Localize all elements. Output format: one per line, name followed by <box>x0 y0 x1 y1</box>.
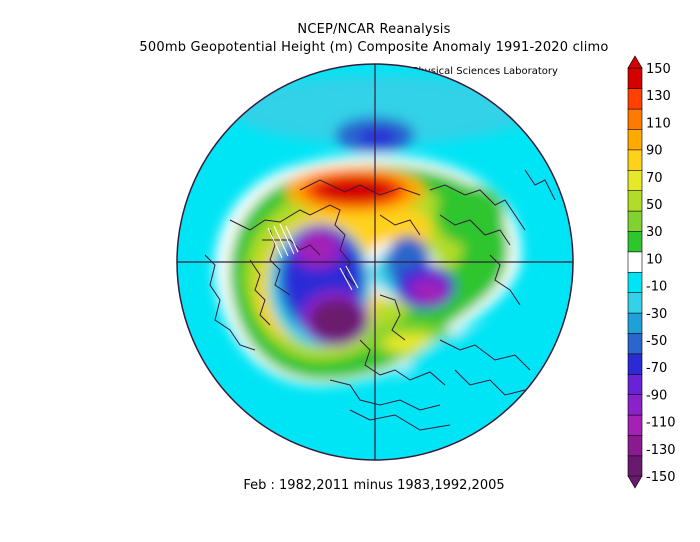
colorbar-box <box>627 271 643 294</box>
ice-hatching <box>267 223 359 291</box>
field-region <box>310 299 364 341</box>
field-region <box>435 185 505 245</box>
colorbar-tick-label: 130 <box>646 89 671 104</box>
coastlines <box>204 169 556 431</box>
colorbar-tick-label: -30 <box>646 307 667 322</box>
colorbar-box <box>627 434 643 457</box>
colorbar-box <box>627 128 643 151</box>
colorbar-tick-label: 50 <box>646 198 663 213</box>
colorbar-box <box>627 353 643 375</box>
colorbar-box <box>627 108 643 130</box>
colorbar-tick-label: 30 <box>646 225 663 240</box>
colorbar-box <box>627 373 643 396</box>
coastline <box>524 169 556 201</box>
colorbar-tick-label: -50 <box>646 334 667 349</box>
coastline <box>439 339 531 371</box>
colorbar-tick-label: -110 <box>646 416 676 431</box>
coastline <box>299 179 421 196</box>
colorbar-box <box>627 210 643 232</box>
anomaly-field <box>177 64 573 460</box>
coastline <box>454 369 526 396</box>
colorbar-tick-label: -150 <box>646 470 676 485</box>
hatch <box>339 265 359 291</box>
colorbar-tick-label: 10 <box>646 252 663 267</box>
colorbar-box <box>627 455 643 477</box>
colorbar-boxes <box>627 55 643 489</box>
colorbar-box <box>627 230 643 253</box>
coastline <box>359 339 446 386</box>
colorbar-box <box>627 332 643 355</box>
colorbar-max-arrow <box>627 55 643 69</box>
coastline <box>379 214 421 236</box>
coastline <box>329 379 441 411</box>
colorbar-box <box>627 149 643 171</box>
coastline <box>204 254 256 351</box>
colorbar-box <box>627 312 643 334</box>
polar-map <box>176 63 574 461</box>
colorbar-tick-label: 90 <box>646 144 663 159</box>
colorbar-box <box>627 292 643 314</box>
composite-caption: Feb : 1982,2011 minus 1983,1992,2005 <box>243 478 505 493</box>
coastline <box>229 204 356 286</box>
chart-title-line1: NCEP/NCAR Reanalysis <box>297 22 451 37</box>
field-region <box>232 75 532 145</box>
coastline <box>349 409 451 431</box>
colorbar-box <box>627 88 643 110</box>
coastline <box>429 184 526 231</box>
map-boundary <box>176 63 574 461</box>
field-region <box>358 128 398 146</box>
coastline <box>439 214 511 246</box>
hatch <box>267 223 299 259</box>
colorbar-tick-label: 150 <box>646 62 671 77</box>
colorbar-tick-label: -90 <box>646 388 667 403</box>
field-region <box>302 233 334 261</box>
colorbar-box <box>627 394 643 416</box>
colorbar-box <box>627 414 643 436</box>
colorbar-tick-label: 110 <box>646 116 671 131</box>
colorbar-box <box>627 251 643 273</box>
colorbar-box <box>627 67 643 90</box>
chart-title-line2: 500mb Geopotential Height (m) Composite … <box>139 40 609 55</box>
colorbar-box <box>627 190 643 212</box>
colorbar-box <box>627 169 643 192</box>
colorbar-tick-label: -70 <box>646 361 667 376</box>
coastline <box>269 229 291 296</box>
colorbar-tick-label: -10 <box>646 280 667 295</box>
coastline <box>249 259 271 326</box>
colorbar-tick-label: 70 <box>646 171 663 186</box>
colorbar-min-arrow <box>627 475 643 489</box>
colorbar-labels: 150 130 110 90 70 50 30 10 -10 -30 -50 -70 -90 -110 -1… <box>646 62 676 485</box>
colorbar-tick-label: -130 <box>646 443 676 458</box>
field-region <box>418 283 442 301</box>
coastline <box>379 294 406 341</box>
